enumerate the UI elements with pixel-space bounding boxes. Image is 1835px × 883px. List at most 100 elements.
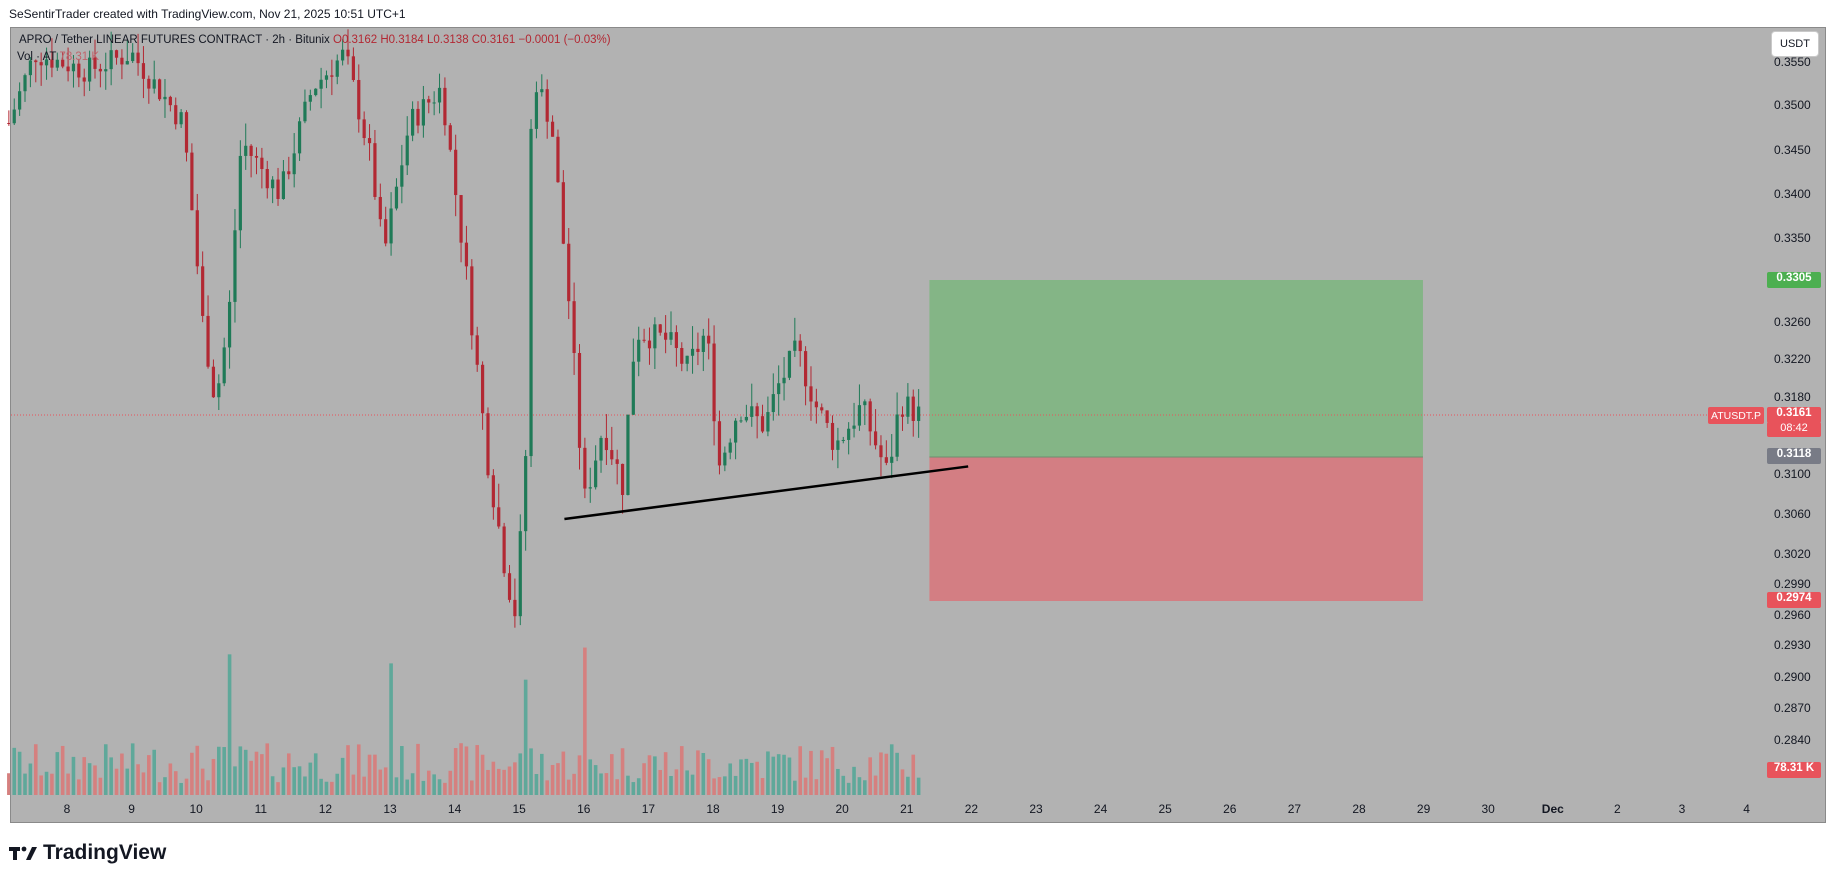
candle-body xyxy=(502,526,506,574)
volume-bar xyxy=(28,763,33,795)
candle-body xyxy=(847,428,851,440)
volume-bar xyxy=(475,745,480,795)
candle-body xyxy=(416,108,420,126)
loss-zone xyxy=(929,457,1423,601)
volume-bar xyxy=(480,754,485,795)
y-tick-label: 0.2960 xyxy=(1774,608,1811,622)
volume-bar xyxy=(701,752,706,795)
volume-bar xyxy=(852,766,856,795)
candle-body xyxy=(567,243,571,302)
volume-bar xyxy=(319,778,323,795)
candle-body xyxy=(696,348,700,352)
legend-low: L0.3138 xyxy=(427,34,469,46)
volume-bar xyxy=(383,767,388,795)
candle-body xyxy=(249,145,253,156)
x-tick-label: 28 xyxy=(1352,802,1366,816)
candle-body xyxy=(599,437,603,461)
candle-body xyxy=(281,171,286,199)
y-tick-label: 0.3550 xyxy=(1774,55,1811,69)
y-tick-label: 0.3450 xyxy=(1774,143,1811,157)
volume-bar xyxy=(114,768,119,795)
volume-bar xyxy=(195,745,200,795)
x-tick-label: 15 xyxy=(512,802,526,816)
candle-body xyxy=(486,413,490,476)
y-tick-label: 0.3220 xyxy=(1774,352,1811,366)
volume-bar xyxy=(798,746,803,795)
volume-bar xyxy=(889,744,894,795)
candle-body xyxy=(771,394,775,413)
volume-bar xyxy=(604,773,609,795)
volume-bar xyxy=(103,744,108,795)
volume-bar xyxy=(340,757,345,795)
y-tick-label: 0.3260 xyxy=(1774,315,1811,329)
candle-body xyxy=(131,52,135,62)
candle-body xyxy=(658,324,662,333)
tradingview-brand[interactable]: TradingView xyxy=(9,841,166,865)
candle-body xyxy=(911,396,915,421)
candle-body xyxy=(244,145,248,156)
candle-body xyxy=(712,343,716,422)
candle-body xyxy=(890,456,894,463)
candle-body xyxy=(583,447,587,489)
volume-bar xyxy=(44,771,49,795)
candle-body xyxy=(734,420,738,443)
candle-body xyxy=(400,165,404,187)
tradingview-logo-icon xyxy=(9,844,37,862)
candle-body xyxy=(723,452,727,466)
volume-bar xyxy=(351,774,356,795)
y-tick-label: 0.3020 xyxy=(1774,547,1811,561)
volume-bar xyxy=(39,775,43,795)
candle-body xyxy=(308,95,312,102)
volume-bar xyxy=(120,753,124,795)
last-price-tag: 0.3161 xyxy=(1767,407,1821,423)
candle-body xyxy=(857,405,862,426)
candle-body xyxy=(34,60,38,63)
legend-high: H0.3184 xyxy=(380,34,424,46)
volume-bar xyxy=(222,747,226,795)
volume-bar xyxy=(470,780,474,795)
volume-bar xyxy=(830,746,835,795)
volume-bar xyxy=(642,763,646,795)
volume-bar xyxy=(410,773,415,795)
candle-body xyxy=(201,266,205,316)
candle-body xyxy=(642,339,646,341)
volume-bar xyxy=(814,779,819,795)
candle-body xyxy=(362,119,366,139)
candle-body xyxy=(18,91,22,110)
volume-bar xyxy=(459,743,463,795)
candle-body xyxy=(443,87,447,126)
volume-bar xyxy=(717,777,722,795)
candle-body xyxy=(222,347,226,384)
candle-body xyxy=(836,440,840,450)
volume-bar xyxy=(157,782,162,795)
candle-body xyxy=(594,460,598,488)
volume-bar xyxy=(50,773,54,795)
volume-bar xyxy=(173,771,178,795)
candle-body xyxy=(141,63,146,79)
volume-bar xyxy=(443,782,447,795)
x-tick-label: 29 xyxy=(1416,802,1431,816)
candle-body xyxy=(297,121,302,154)
volume-bar xyxy=(793,780,797,795)
legend-symbol: APRO / Tether LINEAR FUTURES CONTRACT · … xyxy=(19,34,330,46)
candle-body xyxy=(292,153,296,175)
candle-body xyxy=(690,348,695,356)
volume-bar xyxy=(389,663,393,795)
candle-body xyxy=(98,68,102,72)
volume-bar xyxy=(895,752,899,795)
volume-bar xyxy=(109,757,113,795)
x-tick-label: 24 xyxy=(1093,802,1108,816)
candle-body xyxy=(717,421,722,466)
volume-bar xyxy=(588,759,593,795)
candle-body xyxy=(868,401,872,432)
candle-body xyxy=(233,230,237,302)
x-tick-label: Dec xyxy=(1541,802,1564,816)
candle-body xyxy=(88,57,92,82)
y-tick-label: 0.3400 xyxy=(1774,187,1811,201)
currency-button[interactable]: USDT xyxy=(1771,31,1819,57)
volume-bar xyxy=(270,776,275,795)
volume-bar xyxy=(631,782,636,795)
candle-body xyxy=(669,332,673,340)
x-tick-label: 25 xyxy=(1158,802,1172,816)
chart-area[interactable] xyxy=(11,27,1765,822)
